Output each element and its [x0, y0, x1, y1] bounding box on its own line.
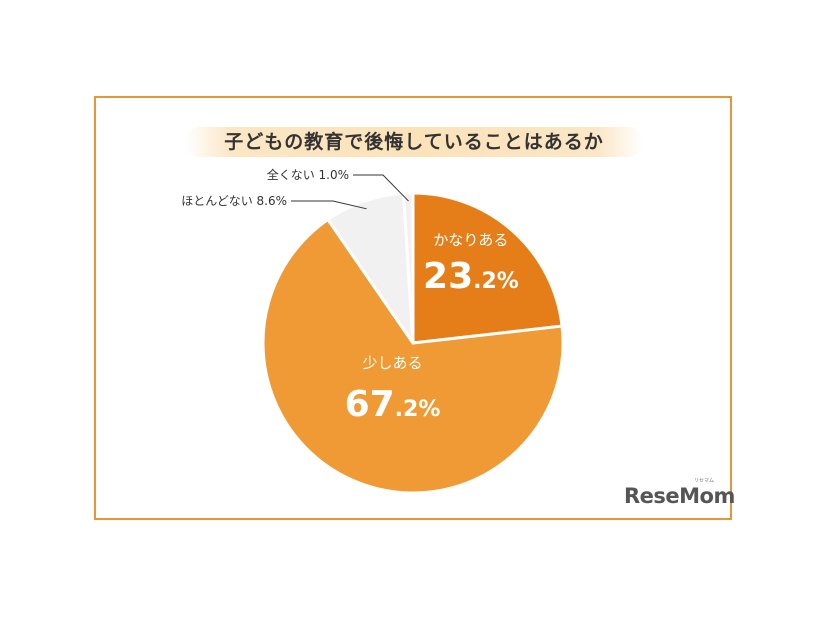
pie-slice-1: [411, 191, 564, 345]
pie-slice-2: [261, 217, 565, 495]
pie-slice-4: [402, 191, 415, 345]
slice-label-value-1: 23.2%: [423, 256, 519, 297]
resemom-logo-ruby: リセマム: [694, 478, 715, 484]
resemom-logo: ReseMom: [624, 484, 735, 508]
leader-line-4: [353, 174, 409, 202]
title-highlight-band: [185, 127, 643, 157]
slice-label-name-1: かなりある: [433, 231, 508, 249]
slice-label-name-2: 少しある: [362, 354, 422, 372]
leader-line-3: [291, 200, 367, 210]
slice-label-value-2: 67.2%: [345, 384, 441, 425]
chart-title: 子どもの教育で後悔していることはあるか: [224, 131, 604, 153]
slice-label-4: 全くない 1.0%: [267, 167, 349, 182]
slice-label-3: ほとんどない 8.6%: [181, 194, 287, 208]
